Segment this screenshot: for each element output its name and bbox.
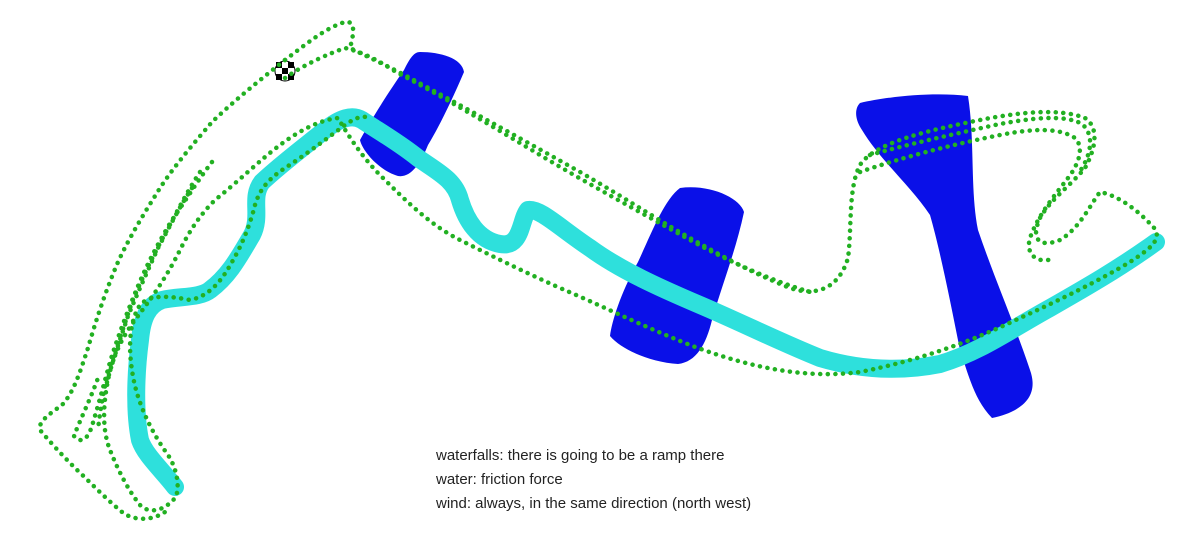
track-line-5 [103, 185, 195, 389]
track-line-8 [867, 115, 1093, 177]
legend-notes: waterfalls: there is going to be a ramp … [436, 444, 751, 516]
track-line-7 [857, 127, 1083, 263]
legend-water: water: friction force [436, 471, 563, 488]
track-boundary-outer [101, 19, 1159, 513]
waterfall-2 [610, 187, 744, 364]
legend-wind: wind: always, in the same direction (nor… [436, 495, 752, 512]
track-line-6 [282, 45, 813, 295]
legend-waterfalls: waterfalls: there is going to be a ramp … [436, 447, 725, 464]
dotted-track [37, 19, 1159, 521]
track-line-2 [37, 57, 288, 521]
